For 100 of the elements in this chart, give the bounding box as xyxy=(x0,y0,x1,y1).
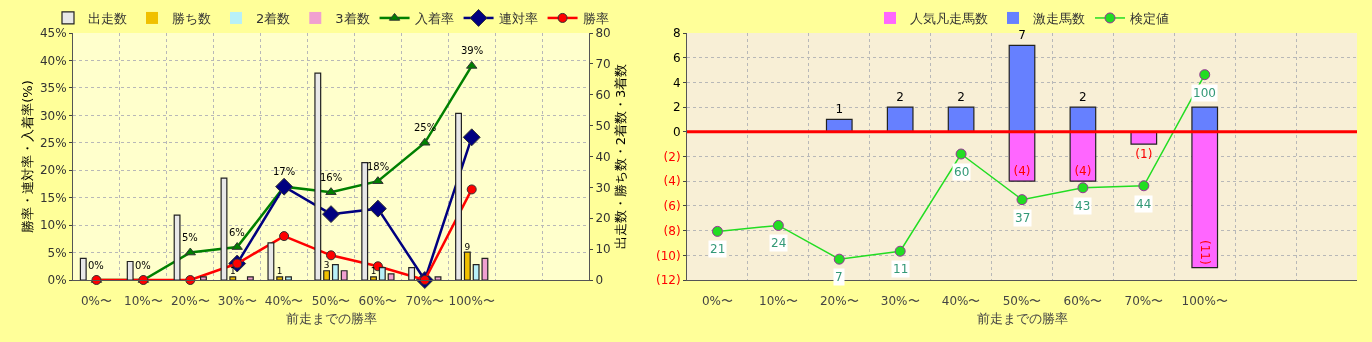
data-label: 39% xyxy=(461,45,484,56)
bar xyxy=(276,276,284,280)
data-label: 17% xyxy=(273,166,296,177)
bar xyxy=(1069,106,1097,133)
point xyxy=(275,177,294,196)
point xyxy=(419,137,431,146)
legend-label: 激走馬数 xyxy=(1033,11,1085,27)
bar xyxy=(323,270,331,280)
point xyxy=(772,219,784,231)
bar xyxy=(1191,131,1219,269)
y-tick-label: (12) xyxy=(655,273,681,288)
bar xyxy=(370,276,377,280)
bar xyxy=(126,260,134,280)
legend-label: 2着数 xyxy=(256,11,291,27)
x-tick-label: 60%〜 xyxy=(358,294,398,309)
bar xyxy=(285,276,292,280)
data-label: 3 xyxy=(323,260,330,271)
bar xyxy=(387,273,395,280)
data-label: 6% xyxy=(229,227,245,238)
bar xyxy=(314,72,322,280)
x-axis-title: 前走までの勝率 xyxy=(976,311,1068,326)
x-axis-title: 前走までの勝率 xyxy=(285,311,377,326)
y-axis-title: 勝率・連対率・入着率(%) xyxy=(19,80,35,233)
bar xyxy=(1130,131,1158,145)
y-tick-label: 0% xyxy=(47,273,67,288)
x-tick-label: 50%〜 xyxy=(311,294,351,309)
data-label: 9 xyxy=(464,241,471,252)
bar xyxy=(200,276,207,280)
point xyxy=(466,60,478,69)
point xyxy=(466,184,477,195)
data-label: (4) xyxy=(1074,164,1092,179)
y-tick-label: 25% xyxy=(39,135,67,150)
point xyxy=(955,148,967,160)
bar xyxy=(246,276,254,280)
y-tick-label: 6 xyxy=(672,50,681,65)
data-label: (11) xyxy=(1197,240,1212,265)
point xyxy=(833,253,845,265)
y2-tick-label: 50 xyxy=(595,118,611,133)
x-tick-label: 0%〜 xyxy=(701,294,733,309)
point xyxy=(322,205,340,224)
data-label: (4) xyxy=(1013,164,1031,179)
bar xyxy=(434,276,442,280)
bar xyxy=(886,106,914,133)
y-tick-label: 8 xyxy=(672,26,681,41)
bar xyxy=(1069,131,1097,182)
legend-label: 勝率 xyxy=(582,11,609,27)
data-label: 11 xyxy=(893,262,909,276)
data-label: 2 xyxy=(896,90,904,105)
x-tick-label: 70%〜 xyxy=(1124,294,1164,309)
bar xyxy=(947,106,975,133)
x-tick-label: 0%〜 xyxy=(80,294,112,309)
data-label: 5% xyxy=(182,232,198,243)
y-tick-label: (4) xyxy=(663,174,681,189)
x-tick-label: 10%〜 xyxy=(124,294,163,309)
data-label: 1 xyxy=(835,102,844,117)
data-label: 24 xyxy=(771,236,787,250)
bar xyxy=(79,257,87,280)
bar xyxy=(455,112,462,280)
data-label: 2 xyxy=(957,90,965,105)
y2-tick-label: 20 xyxy=(595,211,611,226)
y2-axis-title: 出走数・勝ち数・2着数・3着数 xyxy=(613,63,629,250)
bar xyxy=(463,251,471,280)
bar xyxy=(340,270,348,280)
point xyxy=(1199,69,1211,81)
y-tick-label: 4 xyxy=(672,75,681,90)
point xyxy=(462,128,481,147)
data-label: 43 xyxy=(1075,199,1091,213)
legend-label: 連対率 xyxy=(498,11,538,27)
y-tick-label: 15% xyxy=(39,190,67,205)
bar xyxy=(361,162,369,280)
data-label: 2 xyxy=(1079,90,1087,105)
y-tick-label: 20% xyxy=(39,163,67,178)
bar xyxy=(331,263,339,280)
bar xyxy=(408,267,416,280)
point xyxy=(279,231,290,242)
point xyxy=(1138,180,1150,192)
y-tick-label: 45% xyxy=(39,26,67,41)
bar xyxy=(378,267,386,280)
x-tick-label: 100%〜 xyxy=(448,294,495,309)
y-tick-label: 0 xyxy=(672,125,681,139)
x-tick-label: 20%〜 xyxy=(819,294,859,309)
y-tick-label: 40% xyxy=(39,53,67,68)
y2-tick-label: 40 xyxy=(595,149,611,164)
x-tick-label: 100%〜 xyxy=(1181,294,1228,309)
x-tick-label: 10%〜 xyxy=(759,294,798,309)
data-label: 7 xyxy=(1018,28,1026,43)
data-label: 16% xyxy=(320,172,343,183)
data-label: (1) xyxy=(1135,147,1153,162)
data-label: 0% xyxy=(88,260,104,271)
y-tick-label: 2 xyxy=(672,100,681,115)
legend-label: 人気凡走馬数 xyxy=(910,11,988,27)
data-label: 21 xyxy=(710,242,726,256)
legend-label: 3着数 xyxy=(335,11,370,27)
legend-label: 入着率 xyxy=(414,11,454,27)
x-tick-label: 70%〜 xyxy=(405,294,445,309)
y-tick-label: (2) xyxy=(663,149,681,164)
data-label: 60 xyxy=(954,165,970,179)
data-label: 37 xyxy=(1015,211,1031,225)
point xyxy=(185,275,196,285)
x-tick-label: 30%〜 xyxy=(217,294,257,309)
